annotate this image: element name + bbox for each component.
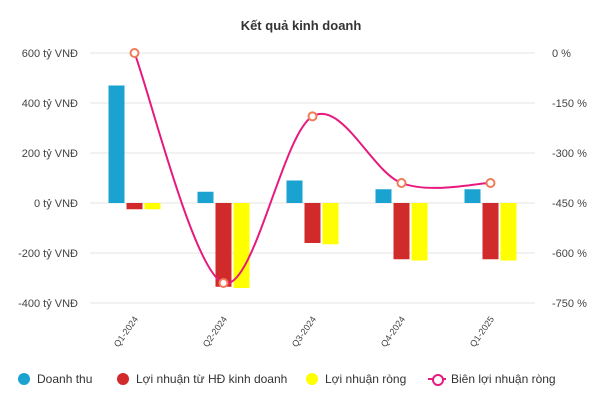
category-label: Q1-2024 bbox=[112, 314, 140, 348]
bar bbox=[126, 203, 143, 210]
bars bbox=[108, 85, 517, 288]
legend: Doanh thu Lợi nhuận từ HĐ kinh doanh Lợi… bbox=[0, 372, 602, 392]
legend-label-net-profit: Lợi nhuận ròng bbox=[325, 372, 407, 386]
category-label: Q4-2024 bbox=[379, 314, 407, 348]
right-axis-ticks: 0 % -150 % -300 % -450 % -600 % -750 % bbox=[552, 48, 587, 310]
bar bbox=[393, 203, 410, 260]
net-profit-dot-icon bbox=[306, 373, 318, 385]
legend-item-revenue[interactable]: Doanh thu bbox=[18, 372, 92, 386]
chart-title: Kết quả kinh doanh bbox=[241, 18, 362, 33]
bar bbox=[464, 189, 481, 203]
right-tick-label: -150 % bbox=[552, 98, 587, 110]
legend-label-operating-profit: Lợi nhuận từ HĐ kinh doanh bbox=[136, 372, 288, 386]
margin-line-path bbox=[133, 52, 491, 285]
business-results-chart: Kết quả kinh doanh 600 tỷ VNĐ 400 tỷ VNĐ 2… bbox=[18, 18, 587, 349]
bar bbox=[375, 189, 392, 203]
operating-profit-dot-icon bbox=[117, 373, 129, 385]
category-labels: Q1-2024 Q2-2024 Q3-2024 Q4-2024 Q1-2025 bbox=[112, 314, 496, 348]
margin-point bbox=[218, 278, 229, 288]
left-tick-label: 400 tỷ VNĐ bbox=[22, 98, 78, 110]
category-label: Q1-2025 bbox=[468, 314, 496, 348]
bar bbox=[482, 203, 499, 260]
grid-lines bbox=[90, 52, 535, 304]
right-tick-label: -600 % bbox=[552, 248, 587, 260]
left-tick-label: -200 tỷ VNĐ bbox=[18, 248, 78, 260]
margin-point bbox=[129, 48, 140, 58]
bar bbox=[144, 203, 161, 210]
left-tick-label: 200 tỷ VNĐ bbox=[22, 148, 78, 160]
bar bbox=[108, 85, 125, 203]
legend-label-net-margin: Biên lợi nhuận ròng bbox=[451, 372, 556, 386]
bar bbox=[411, 203, 428, 261]
legend-item-operating-profit[interactable]: Lợi nhuận từ HĐ kinh doanh bbox=[117, 372, 287, 386]
right-tick-label: 0 % bbox=[552, 48, 571, 60]
left-tick-label: 0 tỷ VNĐ bbox=[34, 198, 78, 210]
left-tick-label: -400 tỷ VNĐ bbox=[18, 298, 78, 310]
left-tick-label: 600 tỷ VNĐ bbox=[22, 48, 78, 60]
margin-point bbox=[485, 178, 496, 188]
right-tick-label: -750 % bbox=[552, 298, 587, 310]
right-tick-label: -450 % bbox=[552, 198, 587, 210]
bar bbox=[286, 180, 303, 203]
margin-point bbox=[396, 178, 407, 188]
bar bbox=[322, 203, 339, 245]
bar bbox=[215, 203, 232, 287]
net-margin-line-icon bbox=[428, 373, 446, 386]
bar bbox=[500, 203, 517, 261]
category-label: Q2-2024 bbox=[201, 314, 229, 348]
bar bbox=[233, 203, 250, 288]
category-label: Q3-2024 bbox=[290, 314, 318, 348]
right-tick-label: -300 % bbox=[552, 148, 587, 160]
bar bbox=[304, 203, 321, 243]
bar bbox=[197, 191, 214, 203]
left-axis-ticks: 600 tỷ VNĐ 400 tỷ VNĐ 200 tỷ VNĐ 0 tỷ VNĐ -2… bbox=[18, 48, 78, 310]
legend-label-revenue: Doanh thu bbox=[37, 372, 93, 386]
revenue-dot-icon bbox=[18, 373, 30, 385]
margin-line bbox=[129, 48, 496, 288]
legend-item-net-margin[interactable]: Biên lợi nhuận ròng bbox=[428, 372, 556, 386]
legend-item-net-profit[interactable]: Lợi nhuận ròng bbox=[306, 372, 406, 386]
margin-point bbox=[307, 111, 318, 122]
